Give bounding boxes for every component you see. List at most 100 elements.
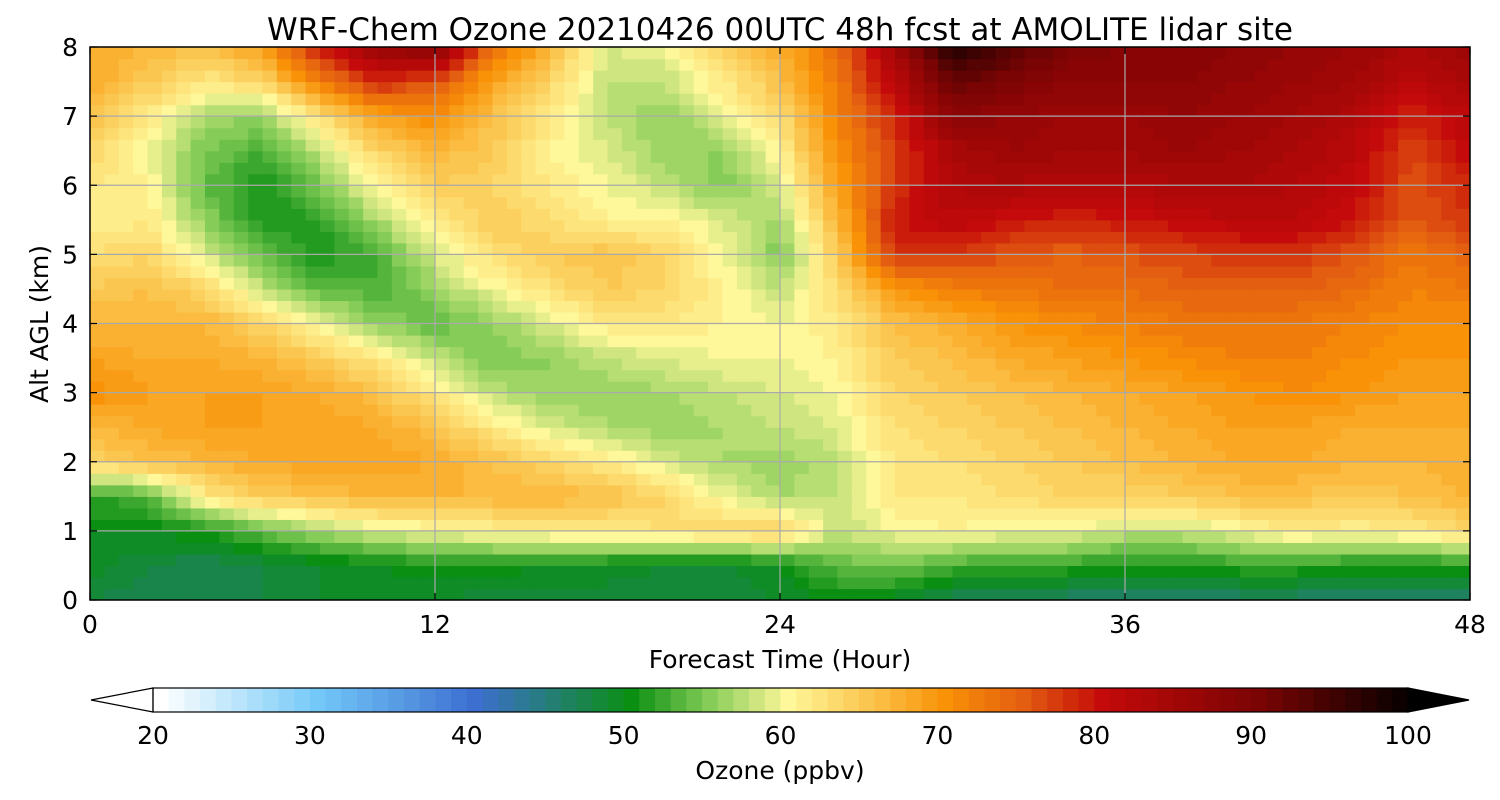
heatmap-cell: [1426, 507, 1442, 520]
heatmap-cell: [851, 507, 867, 520]
heatmap-cell: [406, 427, 422, 440]
heatmap-cell: [995, 519, 1011, 532]
heatmap-cell: [1311, 588, 1327, 600]
heatmap-cell: [521, 288, 537, 302]
heatmap-cell: [1297, 530, 1313, 543]
heatmap-cell: [1168, 484, 1184, 497]
heatmap-cell: [765, 530, 781, 543]
heatmap-cell: [780, 254, 795, 267]
heatmap-cell: [1383, 127, 1399, 140]
heatmap-cell: [751, 288, 767, 302]
heatmap-cell: [1383, 265, 1399, 279]
heatmap-cell: [564, 277, 580, 290]
heatmap-cell: [780, 438, 795, 451]
heatmap-cell: [1196, 323, 1212, 336]
heatmap-cell: [133, 496, 149, 509]
heatmap-cell: [708, 392, 724, 405]
heatmap-cell: [1168, 369, 1184, 382]
heatmap-cell: [1297, 116, 1313, 129]
heatmap-cell: [291, 116, 307, 129]
heatmap-cell: [1283, 461, 1299, 474]
heatmap-cell: [334, 427, 350, 440]
heatmap-cell: [1125, 404, 1140, 417]
heatmap-cell: [679, 58, 695, 71]
heatmap-cell: [449, 139, 465, 152]
heatmap-cell: [133, 381, 149, 394]
heatmap-cell: [722, 323, 738, 336]
heatmap-cell: [1168, 576, 1184, 590]
heatmap-cell: [1182, 507, 1198, 520]
heatmap-cell: [1125, 311, 1140, 325]
heatmap-cell: [1211, 323, 1227, 336]
heatmap-cell: [1311, 450, 1327, 463]
heatmap-cell: [593, 381, 609, 394]
heatmap-cell: [1326, 553, 1342, 567]
heatmap-cell: [1081, 196, 1097, 209]
heatmap-cell: [722, 162, 738, 175]
heatmap-cell: [1081, 358, 1097, 371]
colorbar-swatch: [858, 688, 876, 712]
heatmap-cell: [578, 507, 594, 520]
heatmap-cell: [823, 300, 839, 313]
heatmap-cell: [923, 311, 939, 325]
heatmap-cell: [938, 369, 954, 382]
heatmap-cell: [1139, 542, 1155, 555]
heatmap-cell: [1225, 300, 1241, 313]
heatmap-cell: [909, 438, 925, 451]
heatmap-cell: [190, 139, 206, 152]
heatmap-cell: [1297, 277, 1313, 290]
heatmap-cell: [550, 127, 565, 140]
heatmap-cell: [1283, 415, 1299, 428]
heatmap-cell: [981, 461, 997, 474]
heatmap-cell: [751, 311, 767, 325]
heatmap-cell: [1196, 369, 1212, 382]
heatmap-cell: [176, 219, 192, 232]
heatmap-cell: [1297, 173, 1313, 186]
heatmap-cell: [463, 404, 479, 417]
heatmap-cell: [650, 196, 666, 209]
heatmap-cell: [621, 358, 637, 371]
heatmap-cell: [463, 58, 479, 71]
heatmap-cell: [1182, 392, 1198, 405]
heatmap-cell: [851, 565, 867, 578]
heatmap-cell: [1067, 484, 1083, 497]
heatmap-cell: [995, 208, 1011, 221]
heatmap-cell: [909, 47, 925, 60]
heatmap-cell: [305, 427, 321, 440]
heatmap-cell: [880, 553, 896, 567]
heatmap-cell: [780, 576, 795, 590]
heatmap-cell: [1067, 58, 1083, 71]
heatmap-cell: [966, 392, 982, 405]
heatmap-cell: [1398, 173, 1414, 186]
heatmap-cell: [363, 381, 379, 394]
heatmap-cell: [492, 358, 508, 371]
heatmap-cell: [1081, 231, 1097, 244]
heatmap-cell: [478, 415, 494, 428]
heatmap-cell: [722, 484, 738, 497]
heatmap-cell: [1153, 242, 1169, 255]
heatmap-cell: [305, 265, 321, 279]
heatmap-cell: [1441, 231, 1457, 244]
heatmap-cell: [478, 323, 494, 336]
heatmap-cell: [1297, 565, 1313, 578]
heatmap-cell: [708, 288, 724, 302]
heatmap-cell: [636, 358, 652, 371]
heatmap-cell: [291, 404, 307, 417]
heatmap-cell: [1139, 415, 1155, 428]
heatmap-cell: [722, 185, 738, 198]
heatmap-cell: [1211, 507, 1227, 520]
heatmap-cell: [995, 404, 1011, 417]
heatmap-cell: [578, 496, 594, 509]
heatmap-cell: [320, 277, 335, 290]
heatmap-cell: [1211, 288, 1227, 302]
heatmap-cell: [535, 70, 551, 83]
heatmap-cell: [320, 415, 335, 428]
heatmap-cell: [1125, 116, 1140, 129]
heatmap-cell: [593, 300, 609, 313]
heatmap-cell: [880, 346, 896, 359]
heatmap-cell: [90, 323, 105, 336]
heatmap-cell: [708, 277, 724, 290]
heatmap-cell: [593, 461, 609, 474]
heatmap-cell: [1067, 70, 1083, 83]
heatmap-cell: [1455, 530, 1470, 543]
